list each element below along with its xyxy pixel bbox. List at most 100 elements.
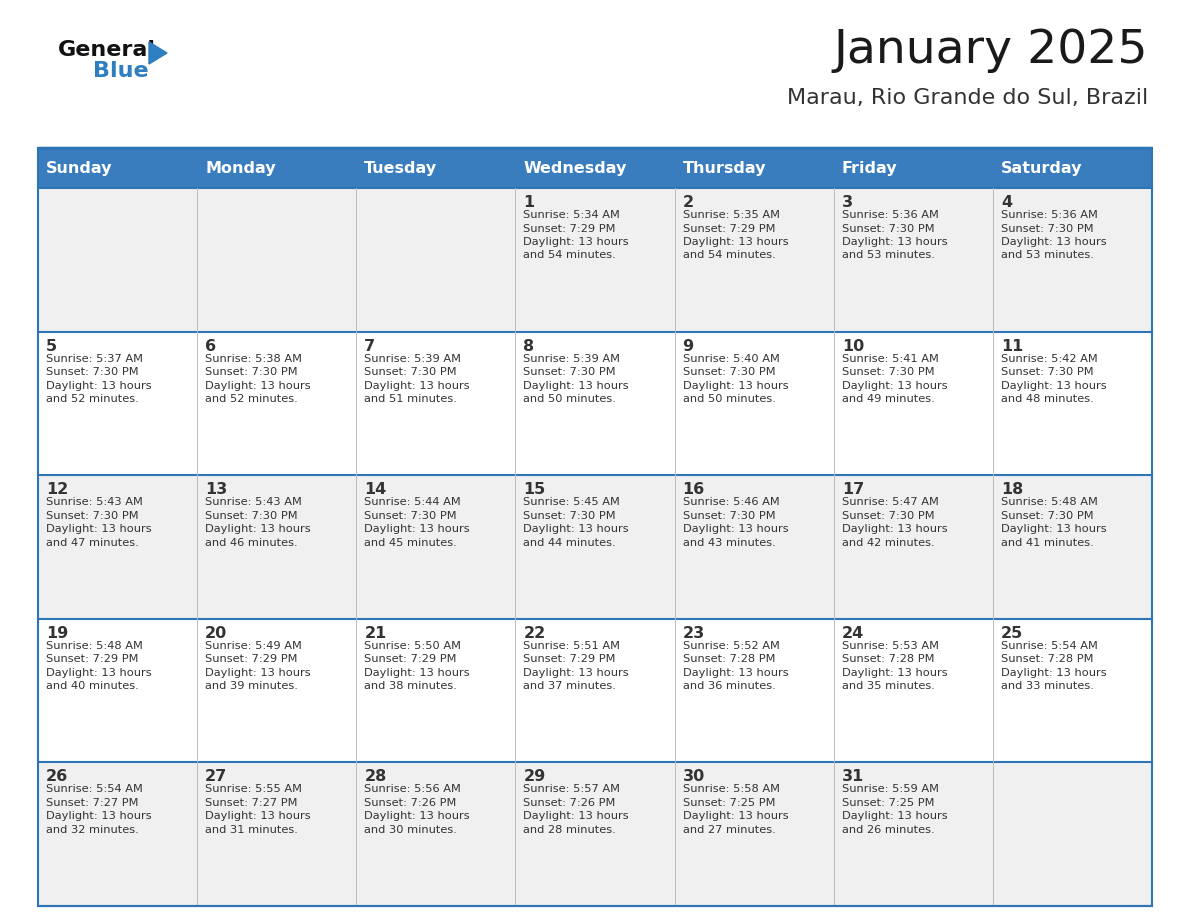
Text: Sunrise: 5:38 AM: Sunrise: 5:38 AM bbox=[206, 353, 302, 364]
Text: Wednesday: Wednesday bbox=[524, 161, 627, 175]
Text: 11: 11 bbox=[1000, 339, 1023, 353]
Text: Tuesday: Tuesday bbox=[365, 161, 437, 175]
Text: and 41 minutes.: and 41 minutes. bbox=[1000, 538, 1094, 548]
Polygon shape bbox=[148, 42, 168, 64]
Text: Daylight: 13 hours: Daylight: 13 hours bbox=[524, 667, 630, 677]
Text: Sunset: 7:30 PM: Sunset: 7:30 PM bbox=[524, 367, 617, 377]
Text: Sunrise: 5:43 AM: Sunrise: 5:43 AM bbox=[206, 498, 302, 508]
Text: and 32 minutes.: and 32 minutes. bbox=[46, 825, 139, 834]
Text: Sunrise: 5:52 AM: Sunrise: 5:52 AM bbox=[683, 641, 779, 651]
Text: and 31 minutes.: and 31 minutes. bbox=[206, 825, 298, 834]
Text: Daylight: 13 hours: Daylight: 13 hours bbox=[683, 524, 788, 534]
Text: Sunset: 7:25 PM: Sunset: 7:25 PM bbox=[842, 798, 934, 808]
Text: and 26 minutes.: and 26 minutes. bbox=[842, 825, 934, 834]
Text: and 50 minutes.: and 50 minutes. bbox=[524, 394, 617, 404]
Text: Daylight: 13 hours: Daylight: 13 hours bbox=[683, 237, 788, 247]
Text: Sunset: 7:30 PM: Sunset: 7:30 PM bbox=[365, 510, 457, 521]
Text: Sunrise: 5:57 AM: Sunrise: 5:57 AM bbox=[524, 784, 620, 794]
Text: 20: 20 bbox=[206, 626, 227, 641]
Text: Sunrise: 5:34 AM: Sunrise: 5:34 AM bbox=[524, 210, 620, 220]
Text: General: General bbox=[58, 40, 156, 60]
Text: Sunrise: 5:44 AM: Sunrise: 5:44 AM bbox=[365, 498, 461, 508]
Text: Sunrise: 5:36 AM: Sunrise: 5:36 AM bbox=[1000, 210, 1098, 220]
Text: 19: 19 bbox=[46, 626, 68, 641]
Text: and 51 minutes.: and 51 minutes. bbox=[365, 394, 457, 404]
Text: Sunset: 7:29 PM: Sunset: 7:29 PM bbox=[524, 655, 615, 665]
Text: Sunrise: 5:36 AM: Sunrise: 5:36 AM bbox=[842, 210, 939, 220]
Text: Friday: Friday bbox=[842, 161, 897, 175]
Bar bbox=[38, 148, 1152, 188]
Text: Daylight: 13 hours: Daylight: 13 hours bbox=[683, 667, 788, 677]
Text: Daylight: 13 hours: Daylight: 13 hours bbox=[1000, 381, 1106, 390]
Text: and 54 minutes.: and 54 minutes. bbox=[524, 251, 617, 261]
Text: Sunrise: 5:58 AM: Sunrise: 5:58 AM bbox=[683, 784, 779, 794]
Text: January 2025: January 2025 bbox=[834, 28, 1148, 73]
Text: 18: 18 bbox=[1000, 482, 1023, 498]
Text: Sunset: 7:29 PM: Sunset: 7:29 PM bbox=[365, 655, 456, 665]
Text: Sunrise: 5:39 AM: Sunrise: 5:39 AM bbox=[524, 353, 620, 364]
Text: Sunrise: 5:55 AM: Sunrise: 5:55 AM bbox=[206, 784, 302, 794]
Text: Sunrise: 5:41 AM: Sunrise: 5:41 AM bbox=[842, 353, 939, 364]
Text: 29: 29 bbox=[524, 769, 545, 784]
Text: 21: 21 bbox=[365, 626, 386, 641]
Text: and 40 minutes.: and 40 minutes. bbox=[46, 681, 139, 691]
Text: Daylight: 13 hours: Daylight: 13 hours bbox=[206, 524, 311, 534]
Text: Sunset: 7:30 PM: Sunset: 7:30 PM bbox=[683, 510, 776, 521]
Text: Sunday: Sunday bbox=[46, 161, 113, 175]
Text: and 43 minutes.: and 43 minutes. bbox=[683, 538, 776, 548]
Text: 14: 14 bbox=[365, 482, 386, 498]
Text: Sunrise: 5:40 AM: Sunrise: 5:40 AM bbox=[683, 353, 779, 364]
Text: 31: 31 bbox=[842, 769, 864, 784]
Text: Sunset: 7:27 PM: Sunset: 7:27 PM bbox=[46, 798, 139, 808]
Text: Daylight: 13 hours: Daylight: 13 hours bbox=[365, 812, 470, 822]
Text: Sunrise: 5:54 AM: Sunrise: 5:54 AM bbox=[46, 784, 143, 794]
Text: Sunset: 7:30 PM: Sunset: 7:30 PM bbox=[683, 367, 776, 377]
Text: 9: 9 bbox=[683, 339, 694, 353]
Text: Sunset: 7:30 PM: Sunset: 7:30 PM bbox=[524, 510, 617, 521]
Text: Sunset: 7:30 PM: Sunset: 7:30 PM bbox=[46, 367, 139, 377]
Text: Sunrise: 5:54 AM: Sunrise: 5:54 AM bbox=[1000, 641, 1098, 651]
Text: Daylight: 13 hours: Daylight: 13 hours bbox=[1000, 237, 1106, 247]
Text: Sunset: 7:30 PM: Sunset: 7:30 PM bbox=[842, 223, 934, 233]
Text: and 53 minutes.: and 53 minutes. bbox=[1000, 251, 1094, 261]
Text: and 49 minutes.: and 49 minutes. bbox=[842, 394, 935, 404]
Text: Daylight: 13 hours: Daylight: 13 hours bbox=[1000, 667, 1106, 677]
Text: Daylight: 13 hours: Daylight: 13 hours bbox=[524, 381, 630, 390]
Text: and 50 minutes.: and 50 minutes. bbox=[683, 394, 776, 404]
Text: Sunset: 7:25 PM: Sunset: 7:25 PM bbox=[683, 798, 775, 808]
Text: Sunset: 7:29 PM: Sunset: 7:29 PM bbox=[46, 655, 139, 665]
Text: and 44 minutes.: and 44 minutes. bbox=[524, 538, 617, 548]
Text: Sunset: 7:30 PM: Sunset: 7:30 PM bbox=[1000, 223, 1093, 233]
Bar bbox=[38, 763, 1152, 906]
Text: Daylight: 13 hours: Daylight: 13 hours bbox=[524, 524, 630, 534]
Text: Sunrise: 5:39 AM: Sunrise: 5:39 AM bbox=[365, 353, 461, 364]
Text: Blue: Blue bbox=[93, 61, 148, 81]
Text: and 53 minutes.: and 53 minutes. bbox=[842, 251, 935, 261]
Text: Sunrise: 5:43 AM: Sunrise: 5:43 AM bbox=[46, 498, 143, 508]
Text: Sunset: 7:29 PM: Sunset: 7:29 PM bbox=[206, 655, 298, 665]
Text: 12: 12 bbox=[46, 482, 68, 498]
Text: 10: 10 bbox=[842, 339, 864, 353]
Text: Daylight: 13 hours: Daylight: 13 hours bbox=[524, 812, 630, 822]
Text: Daylight: 13 hours: Daylight: 13 hours bbox=[842, 812, 947, 822]
Text: Sunrise: 5:47 AM: Sunrise: 5:47 AM bbox=[842, 498, 939, 508]
Bar bbox=[38, 331, 1152, 476]
Text: 23: 23 bbox=[683, 626, 704, 641]
Text: Daylight: 13 hours: Daylight: 13 hours bbox=[842, 524, 947, 534]
Text: 22: 22 bbox=[524, 626, 545, 641]
Text: Daylight: 13 hours: Daylight: 13 hours bbox=[365, 524, 470, 534]
Text: Sunset: 7:30 PM: Sunset: 7:30 PM bbox=[842, 367, 934, 377]
Text: Sunrise: 5:49 AM: Sunrise: 5:49 AM bbox=[206, 641, 302, 651]
Text: Daylight: 13 hours: Daylight: 13 hours bbox=[842, 381, 947, 390]
Text: Daylight: 13 hours: Daylight: 13 hours bbox=[206, 812, 311, 822]
Text: Sunset: 7:26 PM: Sunset: 7:26 PM bbox=[524, 798, 615, 808]
Text: 7: 7 bbox=[365, 339, 375, 353]
Text: 30: 30 bbox=[683, 769, 704, 784]
Text: Sunrise: 5:51 AM: Sunrise: 5:51 AM bbox=[524, 641, 620, 651]
Text: Daylight: 13 hours: Daylight: 13 hours bbox=[46, 812, 152, 822]
Text: 4: 4 bbox=[1000, 195, 1012, 210]
Text: Daylight: 13 hours: Daylight: 13 hours bbox=[46, 381, 152, 390]
Text: Daylight: 13 hours: Daylight: 13 hours bbox=[842, 237, 947, 247]
Text: Sunrise: 5:45 AM: Sunrise: 5:45 AM bbox=[524, 498, 620, 508]
Text: Daylight: 13 hours: Daylight: 13 hours bbox=[46, 667, 152, 677]
